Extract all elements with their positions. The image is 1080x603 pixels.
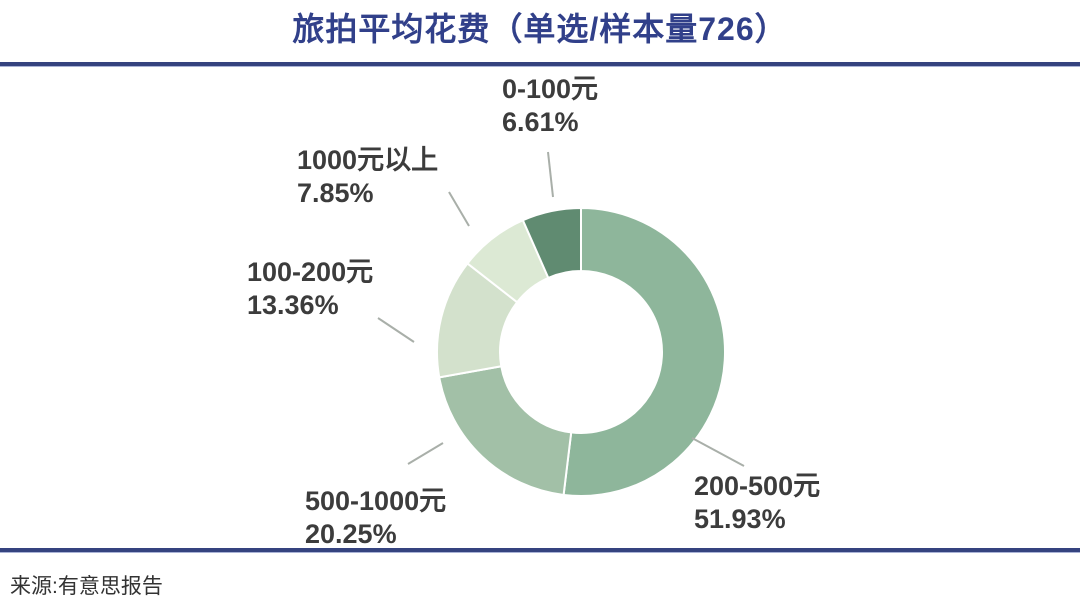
leader-1000-plus-line: [448, 191, 470, 227]
label-1000-plus: 1000元以上 7.85%: [297, 144, 438, 210]
percent-value: 7.85%: [297, 178, 374, 208]
leader-200-500-line: [691, 437, 745, 467]
category-label: 200-500元: [694, 471, 821, 501]
bottom-divider-rule: [0, 548, 1080, 553]
leader-0-100-line: [547, 151, 554, 198]
leader-lines: [377, 151, 745, 467]
label-200-500: 200-500元 51.93%: [694, 470, 820, 536]
percent-value: 51.93%: [694, 504, 786, 534]
category-label: 1000元以上: [297, 145, 439, 175]
leader-100-200-line: [377, 317, 415, 343]
donut-slice-0-100元: [521, 206, 582, 280]
label-0-100: 0-100元 6.61%: [502, 73, 598, 139]
source-attribution: 来源:有意思报告: [10, 575, 163, 598]
percent-value: 6.61%: [502, 107, 579, 137]
percent-value: 20.25%: [305, 519, 397, 549]
percent-value: 13.36%: [247, 290, 339, 320]
donut-slice-500-1000元: [438, 365, 573, 497]
donut-slices: [436, 206, 726, 497]
top-divider-rule: [0, 62, 1080, 67]
donut-slice-200-500元: [562, 206, 726, 497]
category-label: 100-200元: [247, 257, 374, 287]
chart-title: 旅拍平均花费（单选/样本量726）: [292, 11, 788, 47]
category-label: 500-1000元: [305, 486, 447, 516]
label-500-1000: 500-1000元 20.25%: [305, 485, 446, 551]
label-100-200: 100-200元 13.36%: [247, 256, 373, 322]
leader-500-1000-line: [407, 442, 444, 465]
category-label: 0-100元: [502, 74, 599, 104]
